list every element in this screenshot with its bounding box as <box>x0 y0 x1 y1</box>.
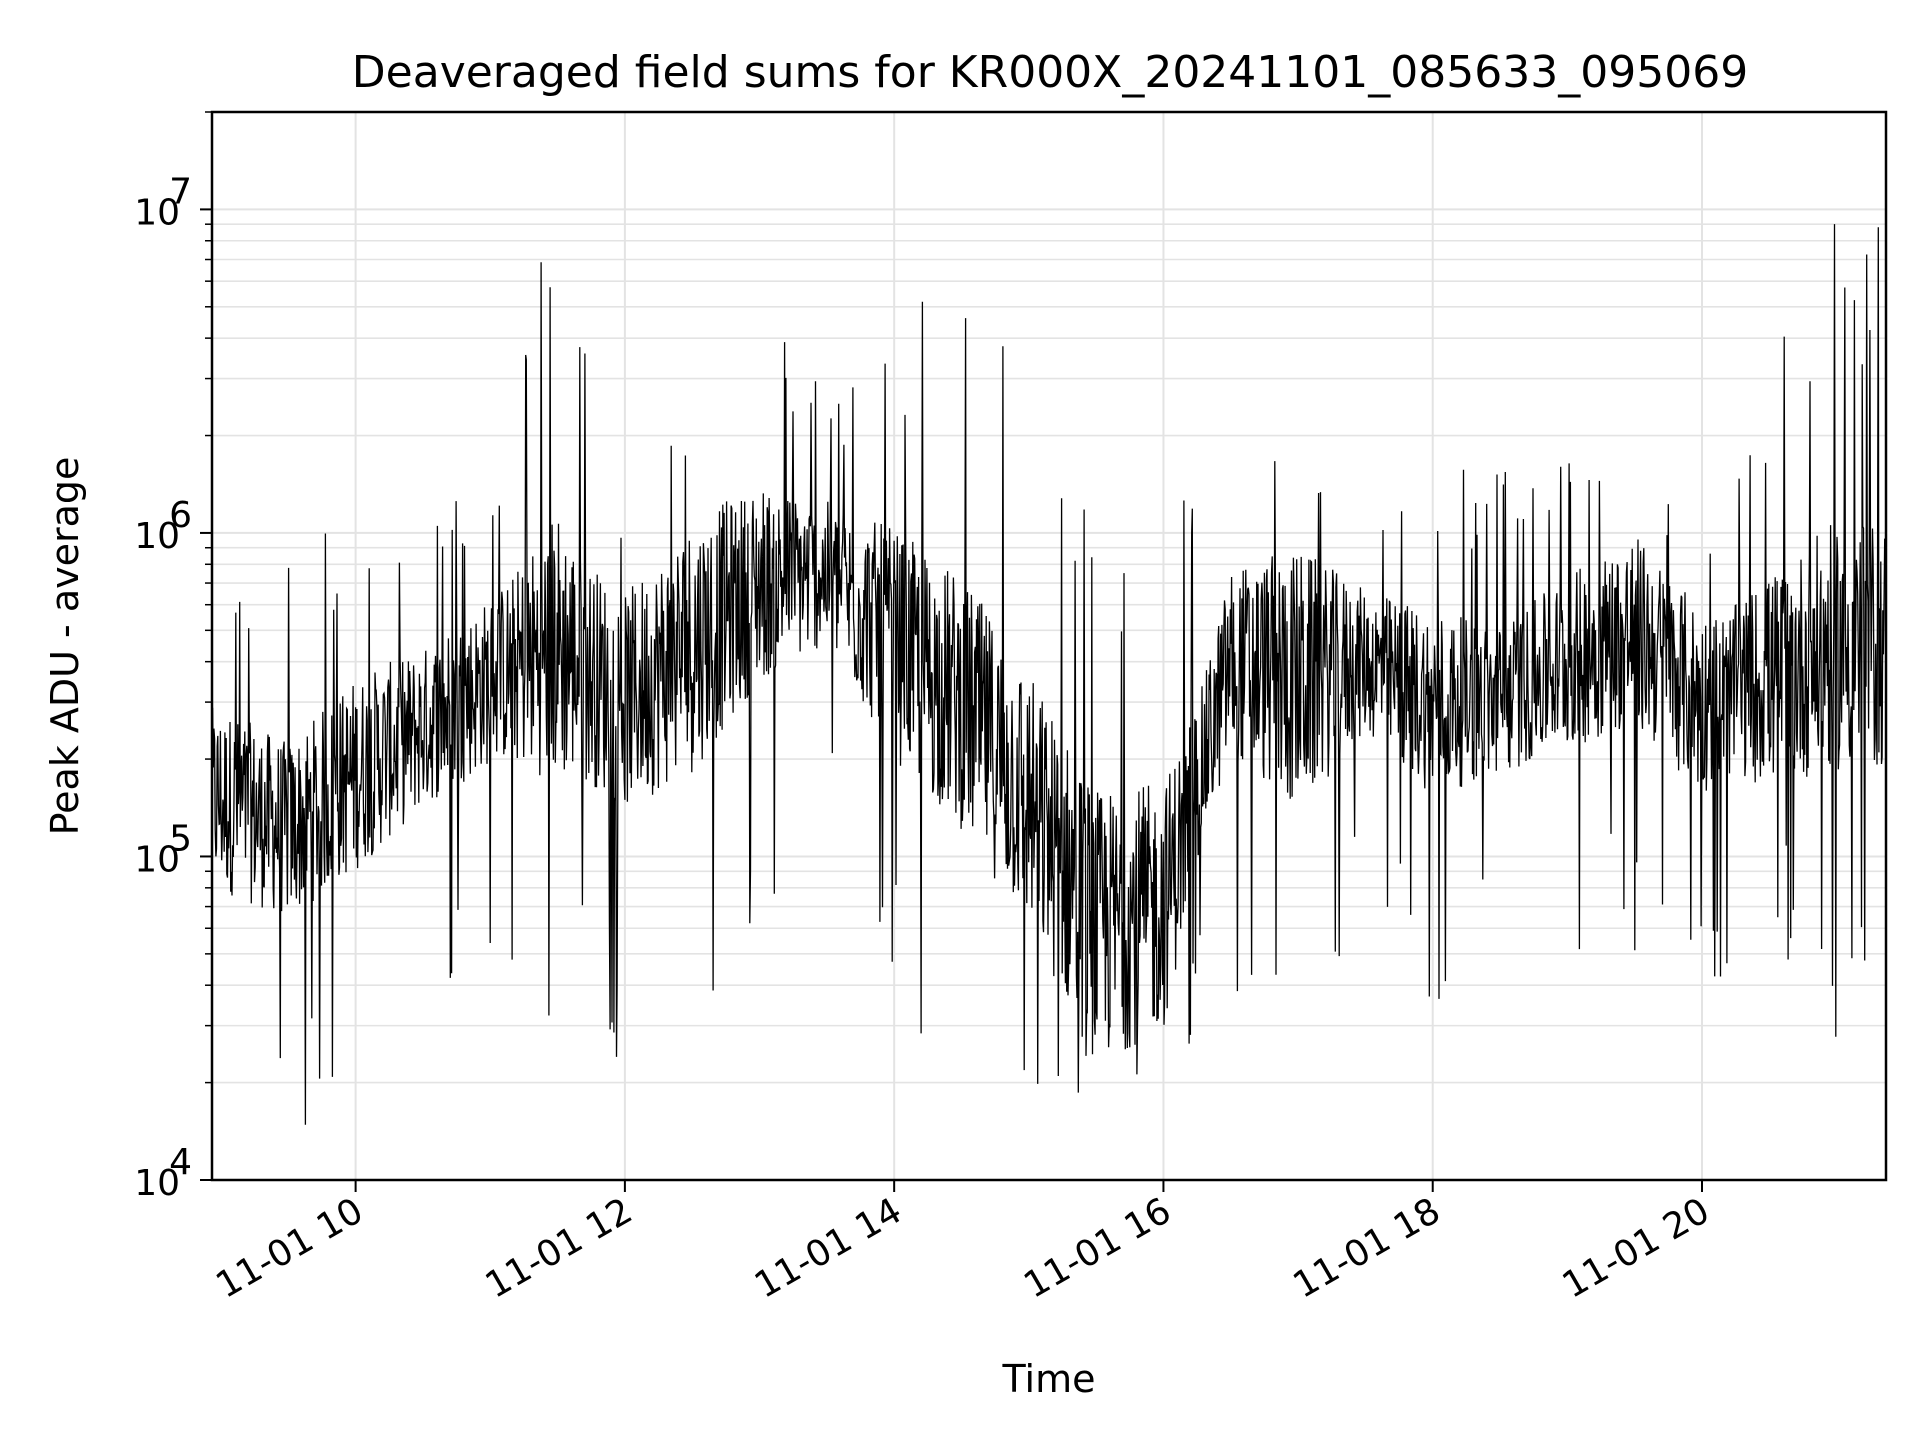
y-axis-label: Peak ADU - average <box>43 457 87 836</box>
y-tick-label: 10 <box>134 839 180 880</box>
y-tick-label: 10 <box>134 192 180 233</box>
y-tick-exponent: 6 <box>169 495 192 536</box>
plot-frame <box>210 110 1888 1182</box>
x-axis-label: Time <box>1002 1357 1096 1401</box>
series-line <box>211 224 1887 1125</box>
y-tick-exponent: 4 <box>169 1142 192 1183</box>
y-tick-exponent: 7 <box>169 171 192 212</box>
y-tick-label: 10 <box>134 516 180 557</box>
series-layer <box>211 224 1887 1125</box>
y-tick-exponent: 5 <box>169 818 192 859</box>
chart-title: Deaveraged field sums for KR000X_2024110… <box>352 47 1748 98</box>
y-tick-label: 10 <box>134 1163 180 1204</box>
